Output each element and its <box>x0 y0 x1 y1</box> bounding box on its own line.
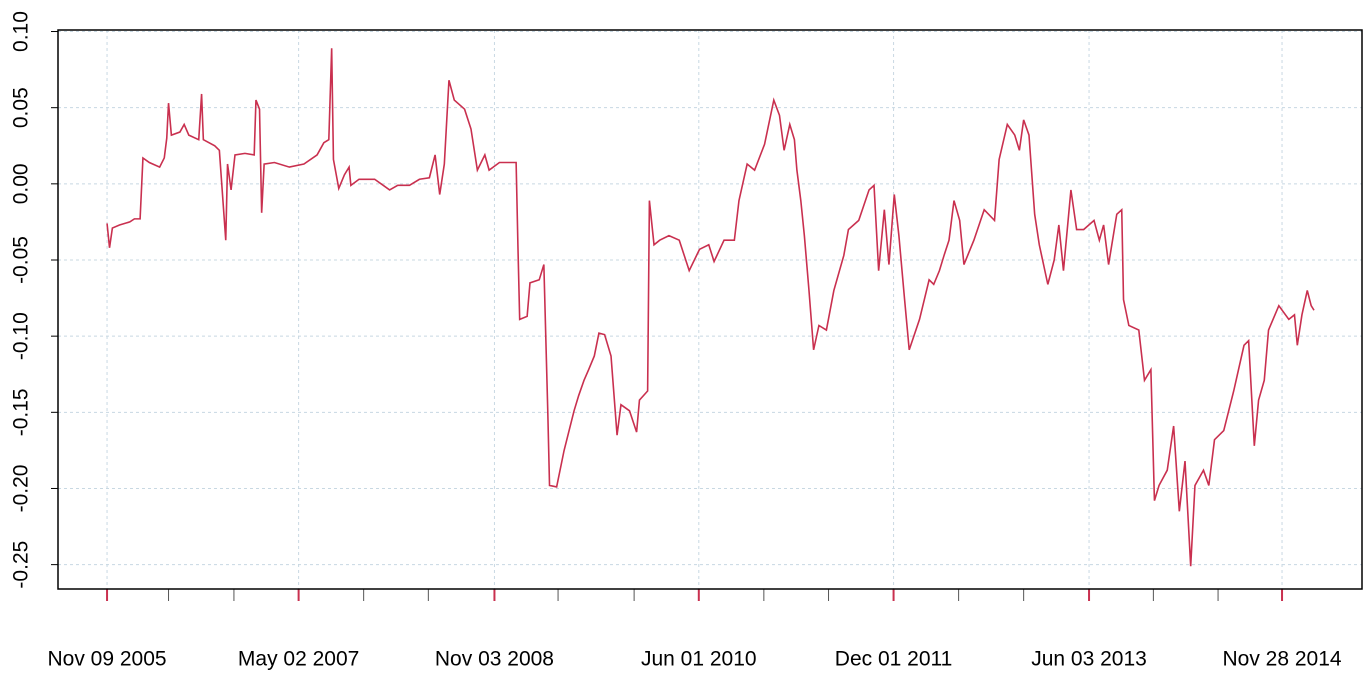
y-tick-label: -0.10 <box>10 312 33 360</box>
y-tick-label: 0.05 <box>10 87 33 128</box>
x-tick-label: Jun 01 2010 <box>641 648 757 671</box>
y-tick-label: -0.05 <box>10 236 33 284</box>
data-line <box>106 48 1315 567</box>
x-tick-label: Jun 03 2013 <box>1031 648 1147 671</box>
y-tick-label: -0.25 <box>10 541 33 589</box>
x-tick-label: Nov 03 2008 <box>435 648 554 671</box>
x-tick-label: Nov 09 2005 <box>47 648 166 671</box>
x-tick-label: Dec 01 2011 <box>835 648 953 671</box>
x-tick-label: May 02 2007 <box>238 648 359 671</box>
x-tick-label: Nov 28 2014 <box>1222 648 1341 671</box>
y-tick-label: 0.00 <box>10 163 33 204</box>
plot-frame <box>57 29 1363 590</box>
y-tick-label: -0.20 <box>10 465 33 513</box>
y-tick-label: 0.10 <box>10 11 33 52</box>
y-tick-label: -0.15 <box>10 388 33 436</box>
